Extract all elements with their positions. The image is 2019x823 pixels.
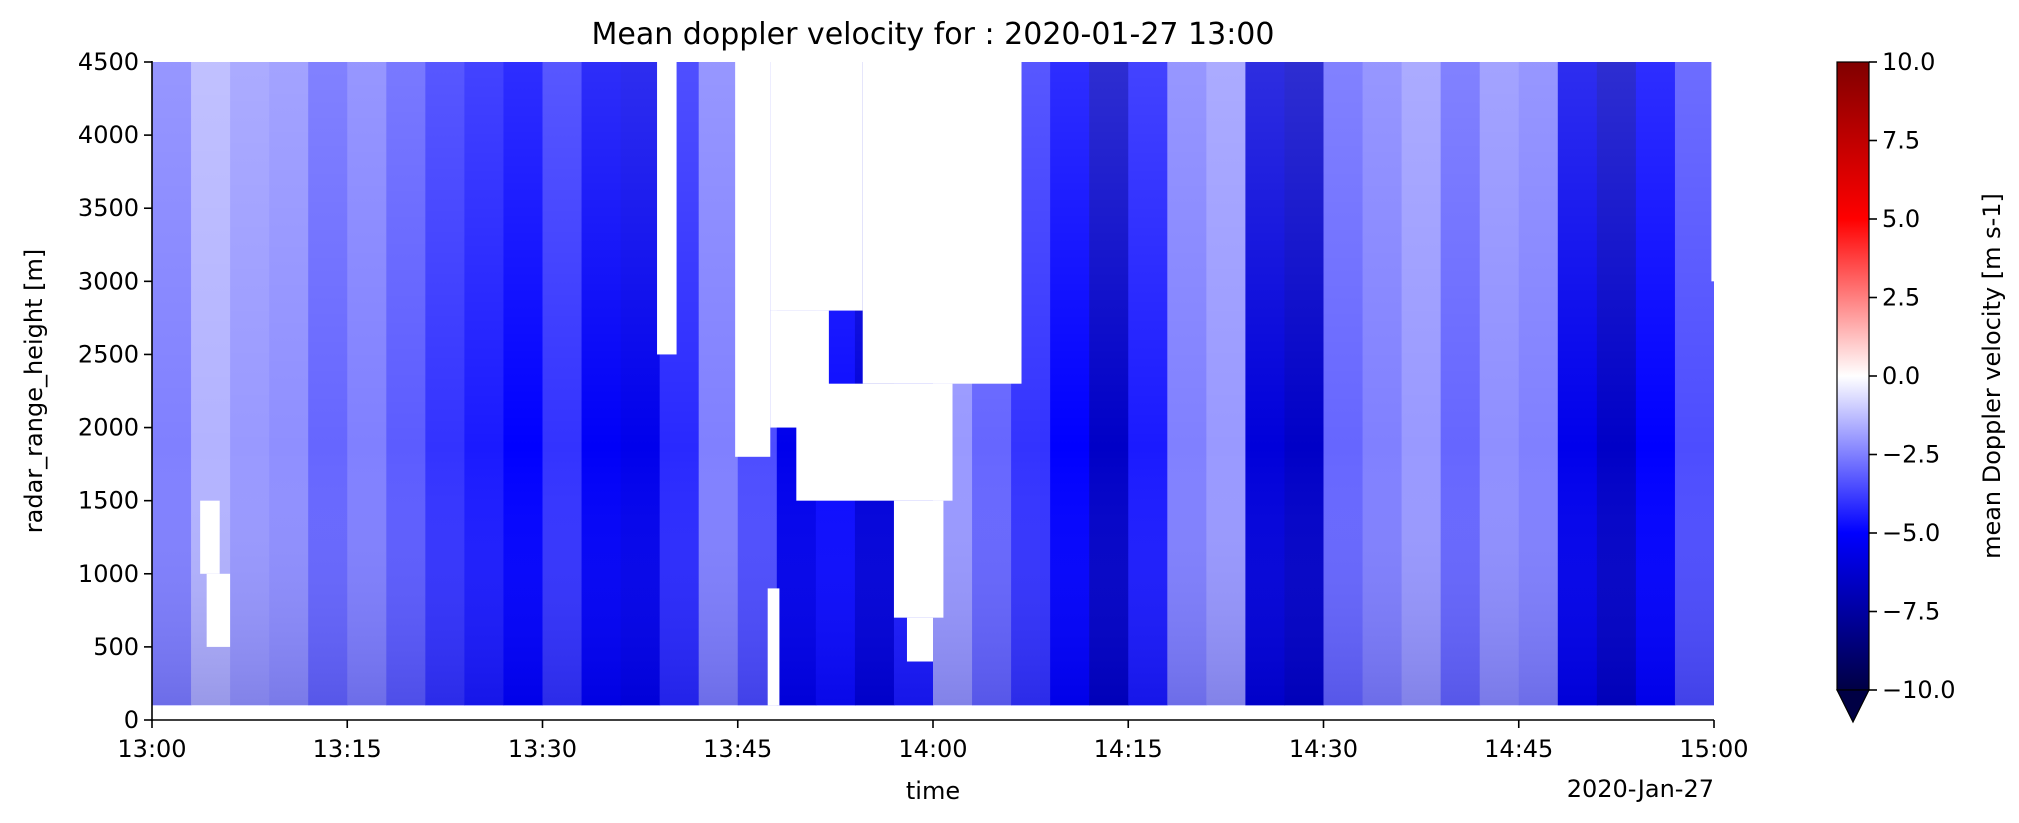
data-column <box>1089 62 1129 706</box>
x-tick-label: 14:30 <box>1289 735 1358 763</box>
colorbar-tick-label: 0.0 <box>1882 362 1920 390</box>
x-tick-label: 14:00 <box>898 735 967 763</box>
data-column <box>269 62 309 706</box>
data-column <box>1635 62 1676 706</box>
x-tick-label: 13:30 <box>508 735 577 763</box>
y-tick-label: 4500 <box>78 48 139 76</box>
data-column <box>1362 62 1403 706</box>
no-data-gap <box>200 500 220 574</box>
data-column <box>152 62 192 706</box>
data-column <box>1167 62 1207 706</box>
x-tick-label: 13:15 <box>313 735 382 763</box>
data-column <box>230 62 270 706</box>
x-tick-label: 14:45 <box>1484 735 1553 763</box>
colorbar: 10.0 7.5 5.0 2.5 0.0 −2.5 −5.0 −7.5 −10.0 mean D… <box>1836 48 2006 724</box>
colorbar-tick-label: −10.0 <box>1882 676 1956 704</box>
colorbar-label: mean Doppler velocity [m s-1] <box>1978 193 2006 559</box>
y-tick-label: 2500 <box>78 340 139 368</box>
no-data-gap <box>1711 62 1714 282</box>
colorbar-tick-label: −7.5 <box>1882 598 1940 626</box>
x-tick-label: 15:00 <box>1679 735 1748 763</box>
chart-title: Mean doppler velocity for : 2020-01-27 1… <box>592 17 1275 52</box>
y-tick-label: 3000 <box>78 267 139 295</box>
y-tick-label: 1000 <box>78 560 139 588</box>
data-column <box>1479 62 1520 706</box>
y-tick-label: 2000 <box>78 414 139 442</box>
no-data-gap <box>906 617 933 662</box>
data-column <box>425 62 465 706</box>
y-tick-label: 1500 <box>78 487 139 515</box>
colorbar-extend-min <box>1836 689 1870 724</box>
data-column <box>503 62 544 706</box>
y-tick-label: 500 <box>93 633 139 661</box>
y-tick-label: 3500 <box>78 194 139 222</box>
no-data-gap <box>206 573 231 647</box>
data-column <box>1440 62 1481 706</box>
colorbar-tick-label: 2.5 <box>1882 284 1920 312</box>
colorbar-tick-label: 5.0 <box>1882 205 1920 233</box>
y-tick-label: 0 <box>124 706 139 734</box>
data-column <box>1050 62 1090 706</box>
colorbar-gradient <box>1836 61 1870 691</box>
no-data-gap <box>893 500 944 618</box>
no-data-gap <box>770 62 863 311</box>
data-column <box>1557 62 1598 706</box>
colorbar-tick-label: −5.0 <box>1882 519 1940 547</box>
colorbar-tick-label: 7.5 <box>1882 127 1920 155</box>
data-column <box>698 62 739 706</box>
data-column <box>1401 62 1442 706</box>
no-data-gap <box>767 588 780 706</box>
data-column <box>1518 62 1559 706</box>
no-data-gap <box>657 62 677 355</box>
data-column <box>1596 62 1637 706</box>
data-column <box>1206 62 1246 706</box>
y-tick-label: 4000 <box>78 121 139 149</box>
data-column <box>542 62 583 706</box>
colorbar-tick-label: 10.0 <box>1882 48 1935 76</box>
x-tick-label: 13:00 <box>117 735 186 763</box>
data-column <box>1245 62 1286 706</box>
data-column <box>464 62 505 706</box>
plot-area <box>152 62 1714 706</box>
x-axis-label: time <box>906 777 960 805</box>
data-column <box>1323 62 1364 706</box>
data-column <box>386 62 426 706</box>
data-column <box>581 62 622 706</box>
no-data-gap <box>796 383 953 501</box>
data-column <box>1674 62 1714 706</box>
data-column <box>347 62 387 706</box>
data-column <box>620 62 661 706</box>
colorbar-tick-label: −2.5 <box>1882 441 1940 469</box>
data-column <box>1284 62 1325 706</box>
no-data-gap <box>862 62 1022 384</box>
y-axis-label: radar_range_height [m] <box>20 249 48 533</box>
no-data-gap <box>735 62 771 457</box>
x-tick-label: 14:15 <box>1094 735 1163 763</box>
x-offset-label: 2020-Jan-27 <box>1567 775 1714 803</box>
x-tick-label: 13:45 <box>703 735 772 763</box>
data-column <box>308 62 348 706</box>
data-column <box>1128 62 1168 706</box>
